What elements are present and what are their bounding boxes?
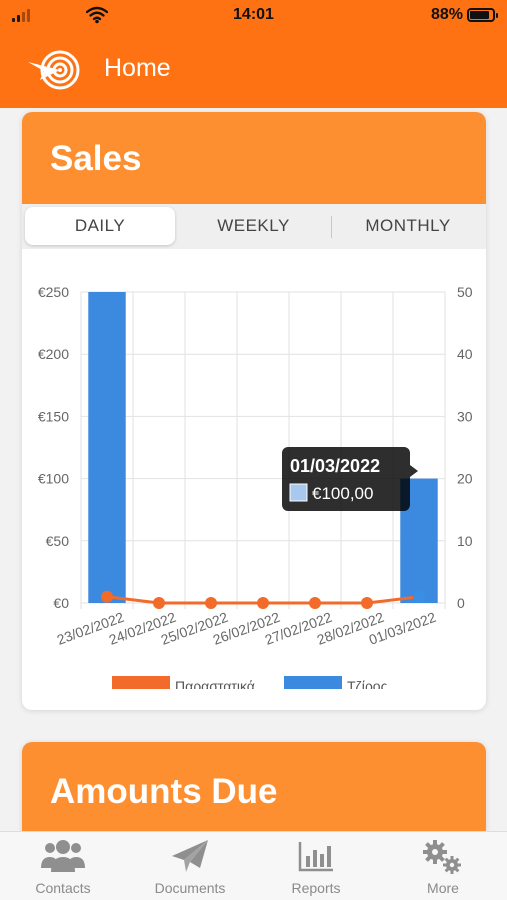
segment-divider	[331, 216, 332, 238]
y-left-tick-label: €100	[38, 471, 69, 487]
y-right-tick-label: 0	[457, 595, 465, 611]
sales-card-header: Sales	[22, 112, 486, 204]
line-point	[413, 590, 425, 603]
y-left-tick-label: €150	[38, 408, 69, 424]
sales-card: Sales DAILY WEEKLY MONTHLY €0 0 €50 10 €100 2…	[22, 112, 486, 710]
target-arrow-icon[interactable]	[26, 40, 80, 100]
sales-chart[interactable]: €0 0€50 10€100 20€150 30€200 40€250 5023/02/20…	[22, 249, 486, 689]
line-point	[205, 597, 217, 609]
line-point	[257, 597, 269, 609]
line-point	[153, 597, 165, 609]
status-time: 14:01	[233, 6, 274, 23]
line-point	[309, 597, 321, 609]
wifi-icon	[86, 6, 108, 24]
line-point	[101, 590, 113, 603]
legend-label: Τζίρος	[347, 678, 388, 689]
y-left-tick-label: €200	[38, 346, 69, 362]
tab-more[interactable]: More	[380, 832, 506, 900]
tooltip-caret	[410, 465, 418, 477]
y-right-tick-label: 20	[457, 471, 473, 487]
y-left-tick-label: €50	[46, 533, 70, 549]
bottom-tab-bar: Contacts Documents Reports	[0, 831, 507, 900]
y-right-tick-label: 40	[457, 346, 473, 362]
tab-contacts[interactable]: Contacts	[0, 832, 126, 900]
y-right-tick-label: 30	[457, 408, 473, 424]
legend-swatch	[284, 676, 342, 689]
battery-fill	[470, 11, 489, 19]
tooltip-value: €100,00	[312, 484, 373, 503]
tooltip-box	[282, 447, 410, 511]
cellular-signal-icon	[12, 8, 30, 22]
tab-weekly[interactable]: WEEKLY	[217, 216, 290, 235]
tab-contacts-label: Contacts	[35, 880, 91, 896]
bar-chart-icon	[298, 842, 333, 872]
y-left-tick-label: €0	[53, 595, 69, 611]
y-left-tick-label: €250	[38, 284, 69, 300]
y-right-tick-label: 50	[457, 284, 473, 300]
page-title: Home	[104, 54, 171, 82]
battery-icon	[467, 8, 498, 22]
tab-more-label: More	[427, 880, 459, 896]
contacts-icon	[41, 840, 85, 872]
paper-plane-icon	[172, 840, 208, 872]
line-point	[361, 597, 373, 609]
tooltip-swatch	[289, 483, 308, 502]
tab-reports[interactable]: Reports	[253, 832, 379, 900]
y-right-tick-label: 10	[457, 533, 473, 549]
amounts-due-title: Amounts Due	[50, 772, 278, 811]
legend-label: Παραστατικά	[175, 678, 255, 689]
battery-percent: 88%	[430, 6, 463, 23]
app-header: Home	[0, 32, 507, 108]
period-segmented-control: DAILY WEEKLY MONTHLY	[22, 204, 486, 249]
tooltip-title: 01/03/2022	[290, 456, 380, 476]
chart-bar	[88, 292, 126, 603]
tab-documents[interactable]: Documents	[127, 832, 253, 900]
tab-reports-label: Reports	[291, 880, 341, 896]
tab-monthly[interactable]: MONTHLY	[365, 216, 451, 235]
gears-icon	[423, 840, 461, 874]
tab-documents-label: Documents	[154, 880, 226, 896]
sales-title: Sales	[50, 139, 142, 178]
legend-swatch	[112, 676, 170, 689]
status-bar: 14:01 88%	[0, 0, 507, 32]
tab-daily[interactable]: DAILY	[25, 207, 175, 245]
